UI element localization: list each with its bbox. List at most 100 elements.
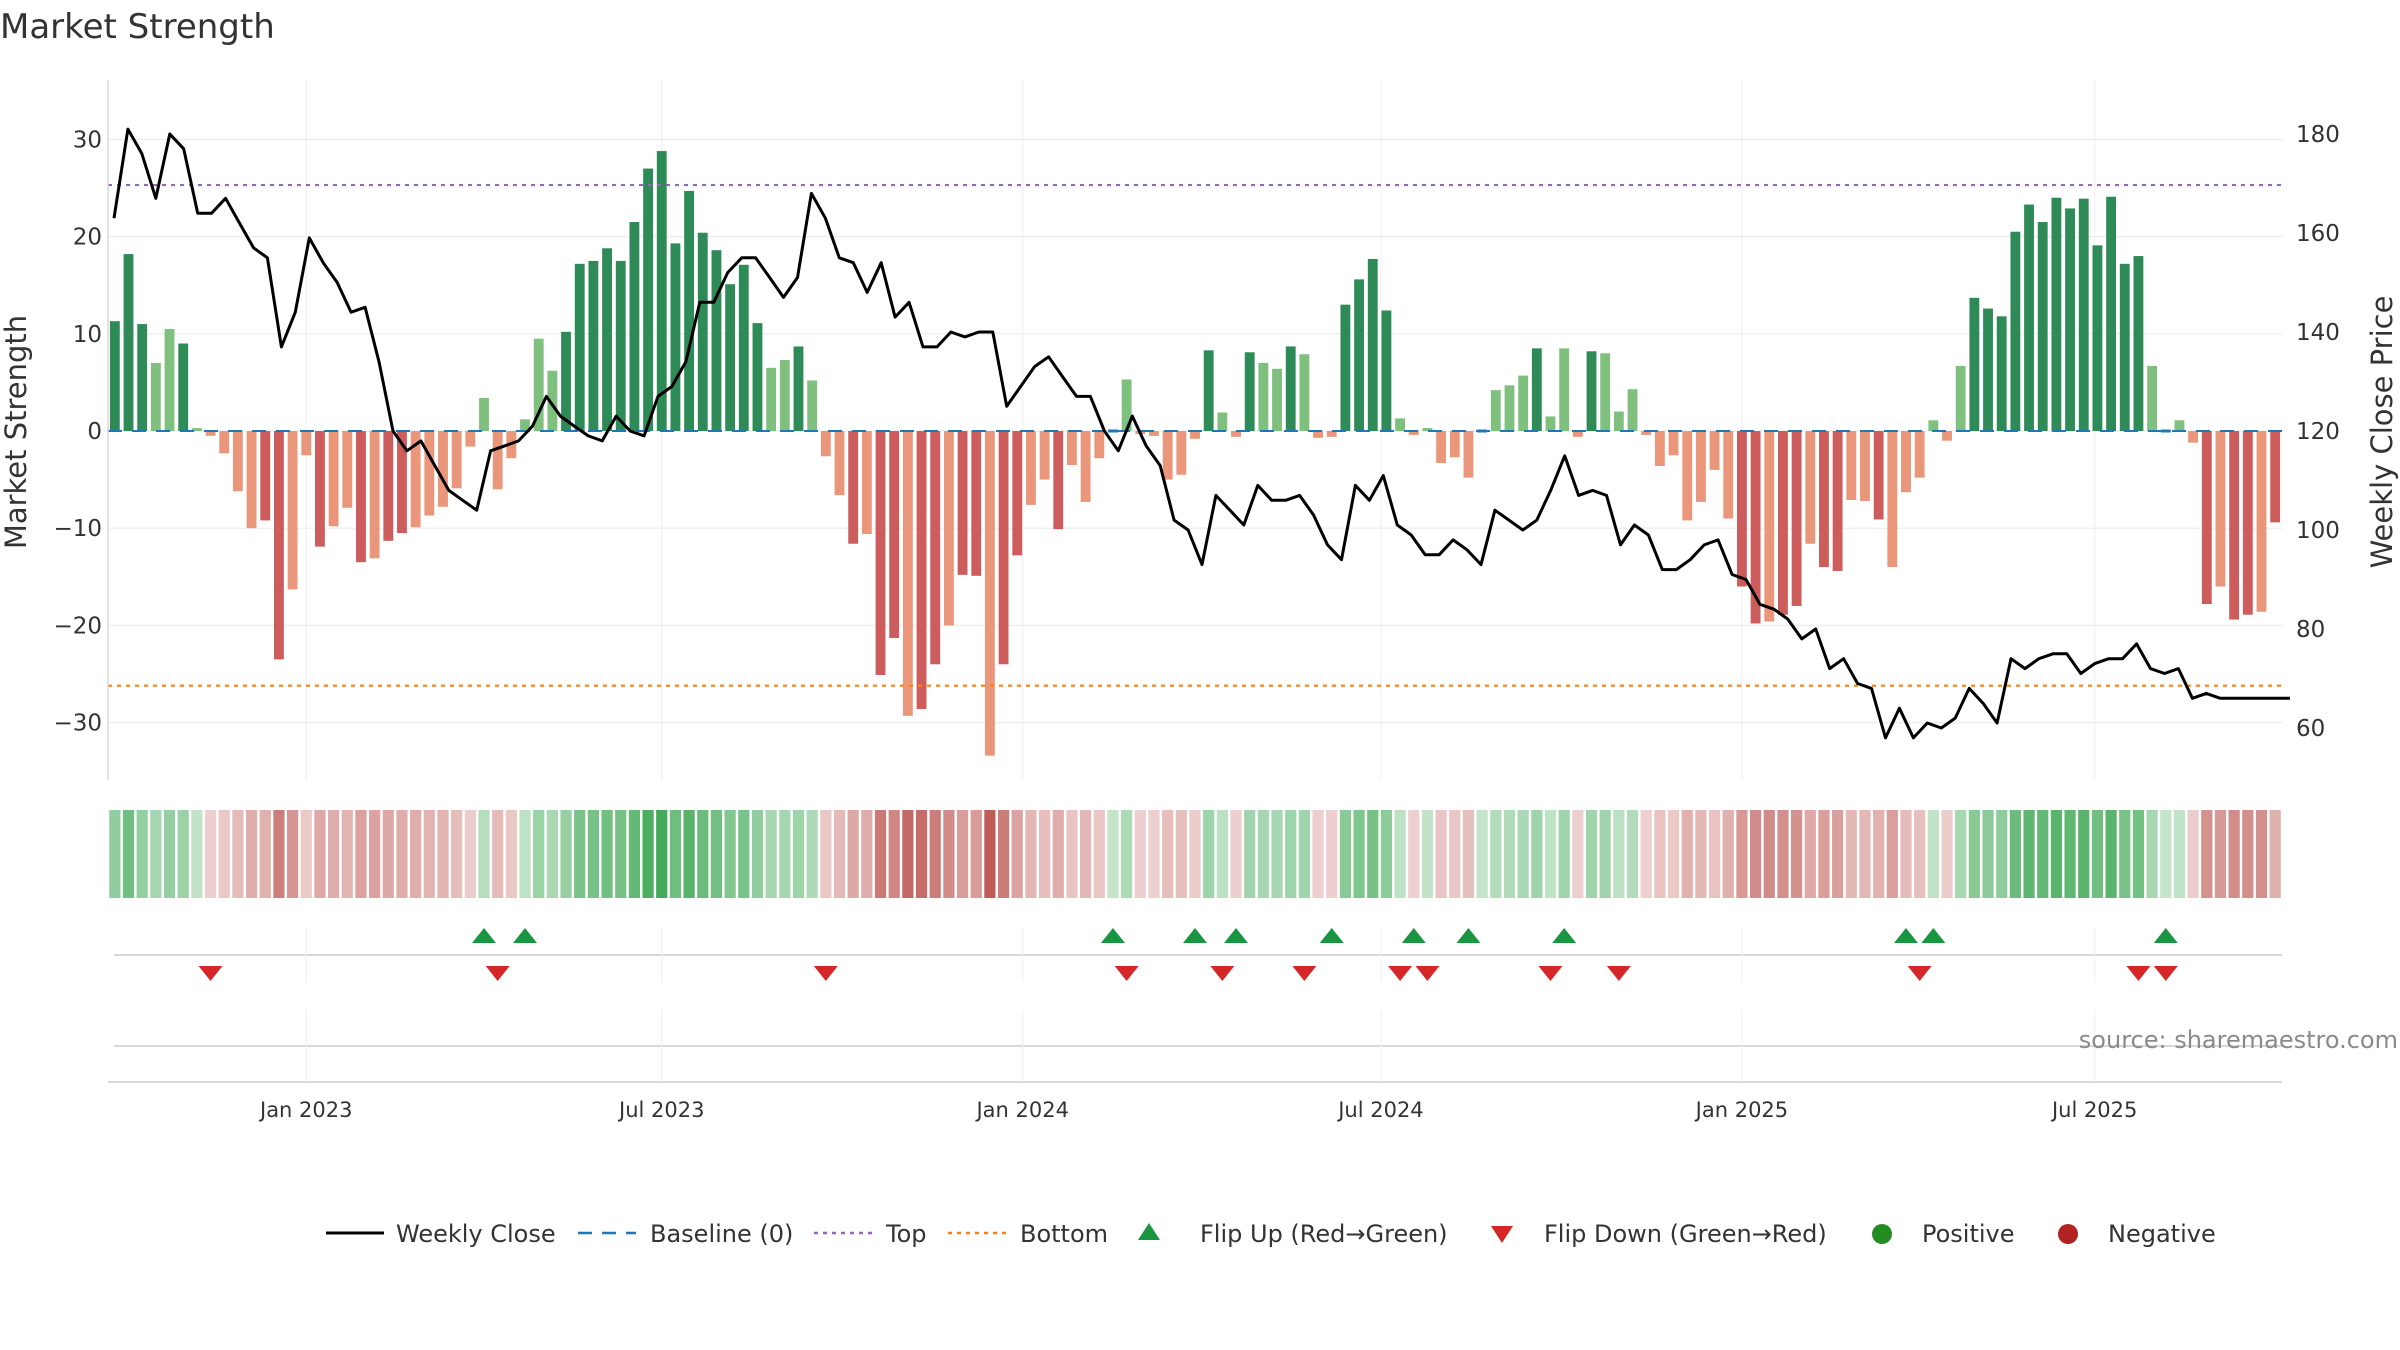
heat-cell-negative bbox=[2201, 810, 2213, 898]
flip-down-marker bbox=[1114, 966, 1139, 981]
strength-bar-negative bbox=[205, 431, 216, 436]
strength-bar-positive bbox=[520, 419, 530, 431]
heat-cell-negative bbox=[1845, 810, 1857, 898]
heat-cell-negative bbox=[327, 810, 340, 898]
strength-bar-negative bbox=[1654, 431, 1665, 466]
heat-cell-positive bbox=[806, 810, 818, 898]
strength-bar-positive bbox=[766, 367, 777, 431]
strength-bar-positive bbox=[164, 328, 175, 431]
strength-bar-negative bbox=[1039, 431, 1050, 480]
strength-bar-positive bbox=[1367, 258, 1378, 431]
heat-cell-positive bbox=[751, 810, 764, 898]
strength-bar-negative bbox=[1750, 431, 1761, 624]
heat-cell-negative bbox=[970, 810, 982, 898]
strength-bar-negative bbox=[397, 431, 407, 534]
heat-cell-positive bbox=[109, 810, 121, 898]
strength-bar-positive bbox=[1969, 297, 1980, 431]
heat-cell-negative bbox=[505, 810, 517, 898]
heat-cell-negative bbox=[314, 810, 326, 898]
heat-cell-negative bbox=[1312, 810, 1324, 898]
heat-cell-negative bbox=[2214, 810, 2227, 898]
heat-cell-negative bbox=[1873, 810, 1885, 898]
strength-bar-positive bbox=[656, 151, 667, 431]
heat-cell-positive bbox=[1613, 810, 1625, 898]
y-tick-label: −10 bbox=[53, 516, 102, 542]
heat-cell-positive bbox=[792, 810, 805, 898]
strength-bar-positive bbox=[2147, 365, 2158, 431]
heat-cell-positive bbox=[656, 810, 668, 898]
heat-cell-negative bbox=[286, 810, 299, 898]
strength-bar-positive bbox=[2024, 204, 2034, 431]
strength-bar-positive bbox=[1203, 350, 1214, 431]
heat-cell-positive bbox=[1285, 810, 1297, 898]
heat-cell-negative bbox=[1449, 810, 1461, 898]
heat-cell-positive bbox=[1517, 810, 1529, 898]
strength-bar-negative bbox=[2242, 431, 2253, 615]
flip-up-marker bbox=[1893, 928, 1918, 943]
heat-cell-positive bbox=[2078, 810, 2090, 898]
strength-bar-positive bbox=[2065, 208, 2075, 431]
heat-cell-positive bbox=[177, 810, 189, 898]
strength-bar-positive bbox=[2010, 231, 2021, 431]
strength-bar-positive bbox=[1627, 389, 1638, 431]
heat-cell-negative bbox=[915, 810, 928, 898]
heat-cell-positive bbox=[2105, 810, 2117, 898]
heat-cell-positive bbox=[1503, 810, 1516, 898]
heat-cell-positive bbox=[1544, 810, 1557, 898]
heat-cell-positive bbox=[601, 810, 613, 898]
heat-cell-negative bbox=[2228, 810, 2240, 898]
flip-down-marker bbox=[1292, 966, 1317, 981]
heat-cell-positive bbox=[1216, 810, 1228, 898]
heat-cell-positive bbox=[1490, 810, 1502, 898]
strength-bar-positive bbox=[2051, 197, 2062, 431]
legend-negative-label: Negative bbox=[2108, 1220, 2216, 1248]
strength-bar-negative bbox=[1572, 431, 1583, 437]
heat-cell-negative bbox=[820, 810, 832, 898]
heat-cell-negative bbox=[1914, 810, 1926, 898]
strength-bar-positive bbox=[670, 243, 681, 431]
heat-cell-negative bbox=[1162, 810, 1174, 898]
y2-tick-label: 100 bbox=[2296, 518, 2340, 544]
strength-bar-positive bbox=[807, 380, 818, 431]
x-tick-label: Jan 2024 bbox=[974, 1098, 1069, 1122]
heat-cell-negative bbox=[1722, 810, 1734, 898]
heat-cell-positive bbox=[2146, 810, 2158, 898]
heat-cell-positive bbox=[1367, 810, 1379, 898]
heat-cell-positive bbox=[1380, 810, 1393, 898]
strength-bar-positive bbox=[479, 397, 489, 431]
strength-bar-negative bbox=[957, 431, 968, 575]
heat-cell-positive bbox=[2091, 810, 2104, 898]
strength-bar-negative bbox=[1176, 431, 1187, 475]
heat-cell-negative bbox=[259, 810, 271, 898]
heat-cell-negative bbox=[902, 810, 914, 898]
strength-bar-negative bbox=[342, 431, 353, 508]
weekly-close-line bbox=[112, 127, 2290, 740]
strength-bar-positive bbox=[2119, 263, 2130, 431]
strength-bar-negative bbox=[984, 431, 995, 756]
heat-cell-positive bbox=[1476, 810, 1488, 898]
strength-bar-negative bbox=[834, 431, 845, 496]
y-tick-label: 30 bbox=[73, 127, 102, 153]
strength-bar-positive bbox=[137, 324, 148, 431]
heat-cell-positive bbox=[1585, 810, 1598, 898]
heat-cell-negative bbox=[1435, 810, 1447, 898]
flip-down-marker bbox=[813, 966, 838, 981]
heat-cell-negative bbox=[2187, 810, 2199, 898]
strength-bar-positive bbox=[1518, 375, 1529, 431]
strength-bar-negative bbox=[1641, 431, 1652, 435]
heat-cell-negative bbox=[943, 810, 955, 898]
flip-up-marker bbox=[1401, 928, 1426, 943]
flip-up-marker bbox=[1456, 928, 1481, 943]
flip-down-marker bbox=[2126, 966, 2151, 981]
flip-down-marker bbox=[198, 966, 223, 981]
heat-cell-negative bbox=[1859, 810, 1871, 898]
heat-cell-positive bbox=[546, 810, 558, 898]
heat-cell-positive bbox=[163, 810, 176, 898]
strength-bar-positive bbox=[752, 323, 763, 431]
strength-bar-positive bbox=[1983, 308, 1993, 431]
legend-positive-swatch bbox=[1872, 1224, 1892, 1244]
heat-cell-positive bbox=[2173, 810, 2186, 898]
heat-cell-positive bbox=[2119, 810, 2131, 898]
legend: Weekly Close Baseline (0) Top Bottom Fli… bbox=[326, 1220, 2216, 1248]
strength-bar-negative bbox=[971, 431, 982, 576]
